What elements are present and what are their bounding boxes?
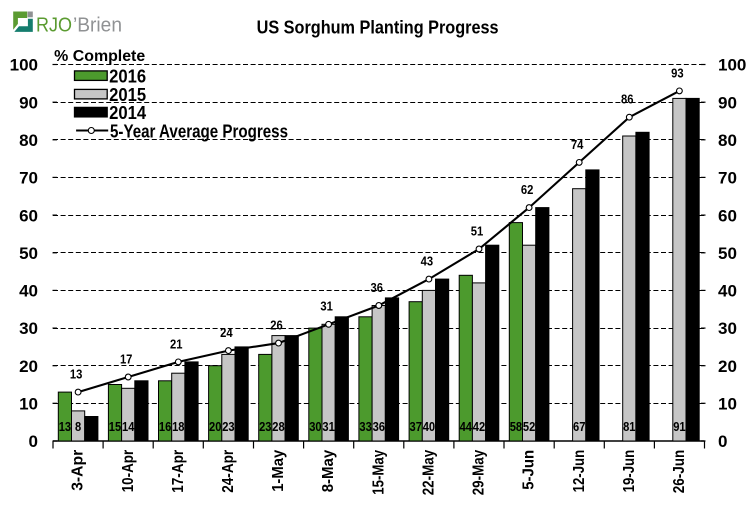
svg-text:26: 26 [270,318,283,333]
svg-text:36: 36 [371,280,384,295]
svg-text:20: 20 [718,357,737,376]
svg-text:19-Jun: 19-Jun [621,450,638,493]
svg-text:40: 40 [423,419,435,434]
svg-text:60: 60 [19,206,38,225]
svg-text:% Complete: % Complete [54,48,145,65]
svg-text:90: 90 [19,93,38,112]
svg-text:17: 17 [120,351,133,366]
svg-text:90: 90 [718,93,737,112]
svg-text:80: 80 [718,131,737,150]
svg-text:43: 43 [421,254,434,269]
svg-text:37: 37 [410,419,422,434]
svg-text:50: 50 [718,244,737,263]
svg-text:40: 40 [718,282,737,301]
svg-text:10: 10 [718,395,737,414]
svg-text:RJO: RJO [36,13,72,36]
svg-text:24: 24 [220,325,233,340]
svg-text:12-Jun: 12-Jun [571,450,588,493]
svg-text:26-Jun: 26-Jun [671,450,688,494]
svg-text:24-Apr: 24-Apr [220,450,237,493]
svg-text:22-May: 22-May [421,450,438,496]
svg-text:’Brien: ’Brien [73,13,122,36]
svg-text:51: 51 [471,223,484,238]
svg-text:100: 100 [718,56,746,75]
svg-text:36: 36 [373,419,385,434]
svg-text:10: 10 [19,395,38,414]
svg-text:52: 52 [523,419,535,434]
svg-text:2016: 2016 [109,66,146,86]
svg-text:17-Apr: 17-Apr [170,450,187,493]
svg-text:44: 44 [460,419,473,434]
svg-text:15: 15 [109,419,121,434]
svg-text:30: 30 [309,419,321,434]
svg-text:31: 31 [322,419,334,434]
svg-text:14: 14 [122,419,135,434]
svg-text:29-May: 29-May [471,450,488,496]
svg-text:3-Apr: 3-Apr [70,450,87,491]
svg-text:21: 21 [170,336,183,351]
svg-text:18: 18 [172,419,184,434]
svg-text:0: 0 [718,432,727,451]
svg-text:28: 28 [272,419,284,434]
svg-text:8-May: 8-May [320,450,337,493]
svg-text:33: 33 [359,419,371,434]
svg-text:US Sorghum Planting Progress: US Sorghum Planting Progress [257,18,499,38]
svg-text:15-May: 15-May [370,450,387,495]
svg-text:42: 42 [473,419,485,434]
svg-text:74: 74 [571,137,584,152]
svg-text:2015: 2015 [109,85,146,105]
svg-text:5-Jun: 5-Jun [521,450,538,490]
svg-text:8: 8 [75,419,81,434]
svg-text:23: 23 [259,419,271,434]
svg-text:1-May: 1-May [270,450,287,492]
svg-text:93: 93 [671,65,684,80]
svg-text:80: 80 [19,131,38,150]
svg-text:100: 100 [10,56,38,75]
svg-text:58: 58 [510,419,522,434]
svg-text:40: 40 [19,282,38,301]
svg-text:91: 91 [673,419,685,434]
svg-text:23: 23 [222,419,234,434]
svg-text:62: 62 [521,182,534,197]
svg-text:31: 31 [320,299,333,314]
svg-text:16: 16 [159,419,171,434]
svg-text:13: 13 [70,367,83,382]
svg-text:50: 50 [19,244,38,263]
svg-text:20: 20 [209,419,221,434]
svg-text:20: 20 [19,357,38,376]
svg-text:81: 81 [623,419,635,434]
svg-text:30: 30 [19,319,38,338]
svg-text:67: 67 [573,419,585,434]
svg-text:60: 60 [718,206,737,225]
svg-text:13: 13 [59,419,71,434]
svg-text:86: 86 [621,92,634,107]
svg-text:30: 30 [718,319,737,338]
svg-text:70: 70 [718,169,737,188]
svg-text:0: 0 [29,432,38,451]
svg-text:5-Year Average Progress: 5-Year Average Progress [110,121,288,141]
svg-text:2014: 2014 [109,103,146,123]
svg-text:70: 70 [19,169,38,188]
svg-text:10-Apr: 10-Apr [120,450,137,493]
